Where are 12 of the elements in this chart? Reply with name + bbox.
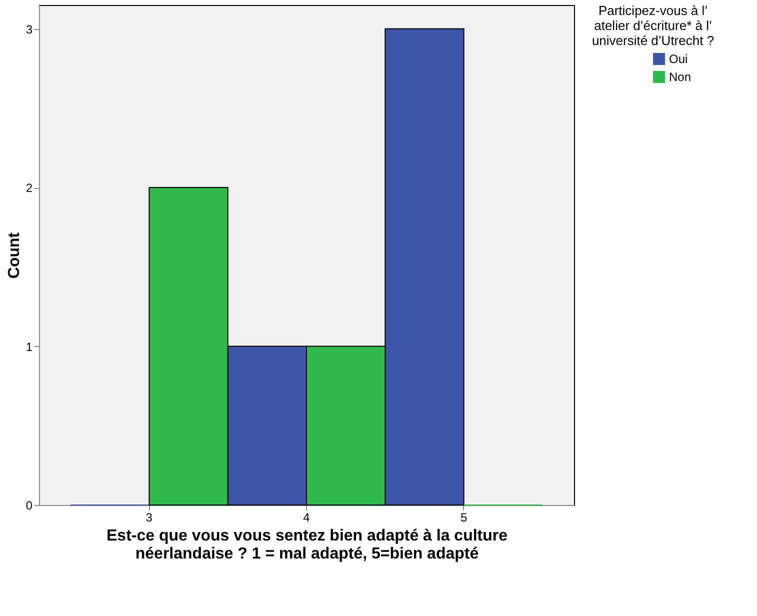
legend-label: Oui	[669, 52, 688, 66]
legend-label: Non	[669, 70, 692, 84]
y-axis-title: Count	[6, 232, 23, 279]
y-tick-label: 2	[26, 181, 33, 196]
y-tick-label: 1	[26, 340, 33, 354]
y-tick-label: 0	[26, 498, 33, 512]
x-tick-label: 5	[460, 510, 468, 524]
x-axis-title: Est-ce que vous vous sentez bien adapté à la culture néerlandaise ? 1 = mal adapté, 5=bien adapté	[106, 528, 508, 562]
legend-title: Participez-vous à l’ atelier d’écriture* à l’ université d’Utrecht ?	[592, 3, 714, 48]
x-tick-label: 3	[146, 510, 153, 524]
y-tick-label: 3	[26, 22, 33, 36]
x-tick-label: 4	[303, 510, 310, 524]
